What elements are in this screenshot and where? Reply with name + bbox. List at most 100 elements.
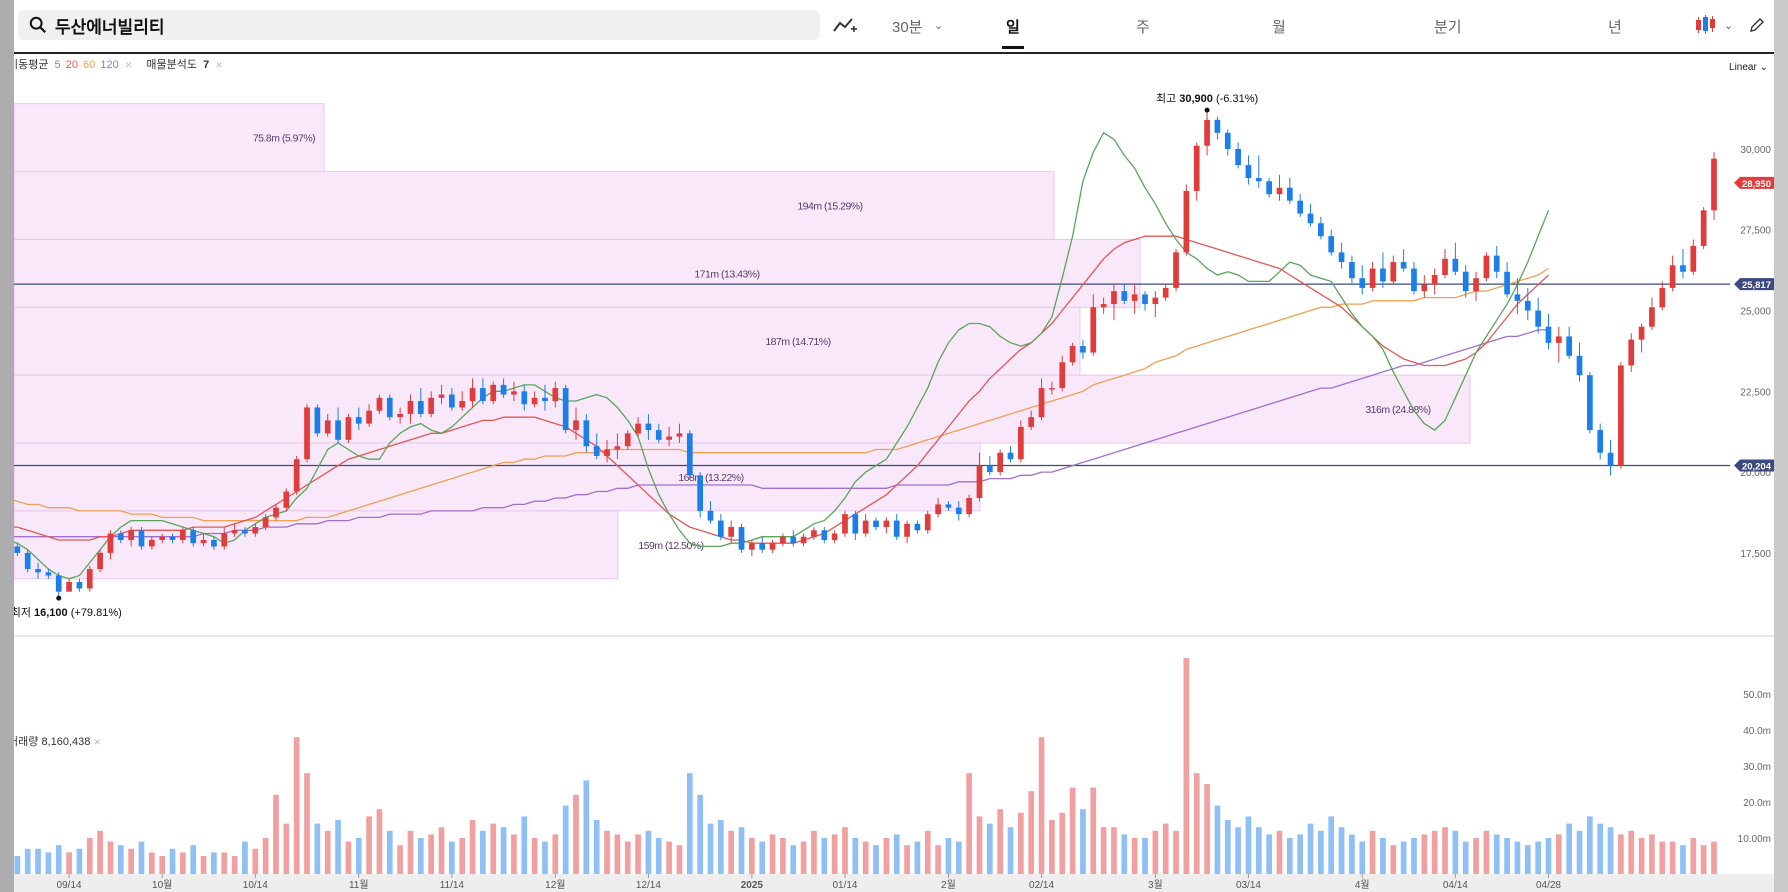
candle-body [1214, 119, 1221, 133]
candle-body [490, 384, 497, 402]
volume-bar [1297, 834, 1304, 874]
volume-bar [883, 838, 890, 874]
tab-year[interactable]: 년 [1608, 19, 1622, 36]
candle-body [1266, 181, 1272, 195]
indicator-add-icon[interactable] [832, 15, 858, 35]
volume-bar [273, 794, 279, 874]
volume-bar [955, 841, 962, 874]
volume-bar [1224, 820, 1231, 874]
volume-bar [1090, 787, 1097, 874]
candle-body [1649, 307, 1655, 327]
volume-bar [428, 834, 435, 874]
candle-body [780, 536, 786, 544]
volume-bar [1566, 823, 1573, 874]
volume-bar [945, 838, 952, 874]
volume-bar [583, 780, 590, 874]
candle-body [1680, 265, 1686, 272]
volume-bar [717, 820, 724, 874]
volume-bar [1255, 827, 1262, 874]
volume-bar [1214, 805, 1221, 874]
chevron-down-icon[interactable]: ⌄ [934, 20, 944, 32]
candle-body [1690, 245, 1697, 272]
volume-tick-label: 10.00m [1738, 834, 1771, 845]
close-volume-icon[interactable]: ✕ [93, 737, 101, 747]
volume-bar [1442, 827, 1448, 874]
left-dim-overlay [0, 0, 14, 892]
volume-bar [614, 834, 621, 874]
candle-body [107, 533, 114, 553]
candle-body [500, 384, 507, 395]
candle-body [1576, 355, 1583, 376]
volume-bar [893, 834, 900, 874]
candle-body [893, 520, 900, 537]
candle-body [1473, 278, 1479, 292]
chart-type-icon[interactable] [1694, 14, 1718, 36]
volume-bar [935, 845, 941, 874]
candle-body [1297, 200, 1304, 214]
volume-profile-label: 187m (14.71%) [765, 336, 830, 348]
volume-bar [14, 856, 21, 874]
volume-bar [76, 848, 83, 874]
tab-quarter[interactable]: 분기 [1434, 19, 1462, 36]
candle-body [883, 520, 890, 528]
volume-bar [1524, 845, 1531, 874]
candle-body [1018, 426, 1024, 460]
volume-profile-label: 316m (24.88%) [1365, 404, 1430, 416]
close-volume-profile-icon[interactable]: ✕ [215, 60, 223, 70]
y-tick-label: 17,500 [1740, 549, 1771, 560]
candle-body [1318, 223, 1324, 237]
high-marker [1204, 107, 1210, 113]
candle-body [345, 417, 352, 440]
candle-body [1276, 187, 1283, 195]
volume-bar [749, 838, 755, 874]
candle-body [14, 546, 21, 553]
volume-legend: 거래량 8,160,438 ✕ [14, 733, 101, 749]
volume-bar [1307, 823, 1314, 874]
volume-bar [200, 856, 207, 874]
volume-bar [480, 830, 486, 874]
candle-body [738, 527, 745, 550]
ma5-value: 5 [54, 59, 61, 71]
candle-body [924, 514, 931, 531]
candle-body [1628, 339, 1635, 366]
interval-select[interactable]: 30분 [892, 19, 923, 36]
volume-bar [386, 830, 393, 874]
candle-body [97, 552, 103, 570]
volume-bar [128, 848, 134, 874]
candle-body [117, 533, 124, 540]
volume-bar [1431, 830, 1438, 874]
volume-bar [1318, 830, 1324, 874]
volume-bar [1535, 841, 1541, 874]
volume-bar [904, 845, 910, 874]
pencil-icon[interactable] [1748, 16, 1766, 34]
volume-bar [759, 841, 766, 874]
volume-bar [45, 852, 52, 874]
volume-bar [1328, 816, 1335, 874]
ma60-value: 60 [83, 59, 96, 71]
volume-profile-bar [14, 103, 325, 173]
tab-month[interactable]: 월 [1272, 19, 1286, 36]
volume-bar [842, 827, 848, 874]
tab-week[interactable]: 주 [1136, 19, 1150, 36]
candle-body [138, 530, 145, 547]
candle-body [645, 423, 652, 431]
candle-body [324, 420, 331, 434]
volume-bar [1204, 784, 1210, 874]
tab-day[interactable]: 일 [1006, 19, 1020, 36]
candle-body [759, 543, 766, 550]
candle-body [562, 388, 569, 431]
candle-body [914, 523, 921, 531]
volume-bar [86, 838, 93, 874]
volume-bar [190, 845, 197, 874]
volume-bar [438, 827, 445, 874]
close-ma-icon[interactable]: ✕ [124, 60, 133, 70]
x-tick-label: 11월 [349, 879, 369, 891]
chart-type-chevron-icon[interactable]: ⌄ [1724, 20, 1734, 32]
candle-body [604, 449, 610, 456]
scale-mode[interactable]: Linear ⌄ [1729, 62, 1768, 73]
candle-body [1152, 297, 1159, 305]
candle-body [1442, 258, 1448, 275]
price-chart[interactable]: 75.8m (5.97%) 194m (15.29%) 171m (13.43%) 1… [14, 52, 1774, 892]
candle-body [169, 536, 176, 540]
search-input[interactable]: 두산에너빌리티 [18, 10, 820, 40]
